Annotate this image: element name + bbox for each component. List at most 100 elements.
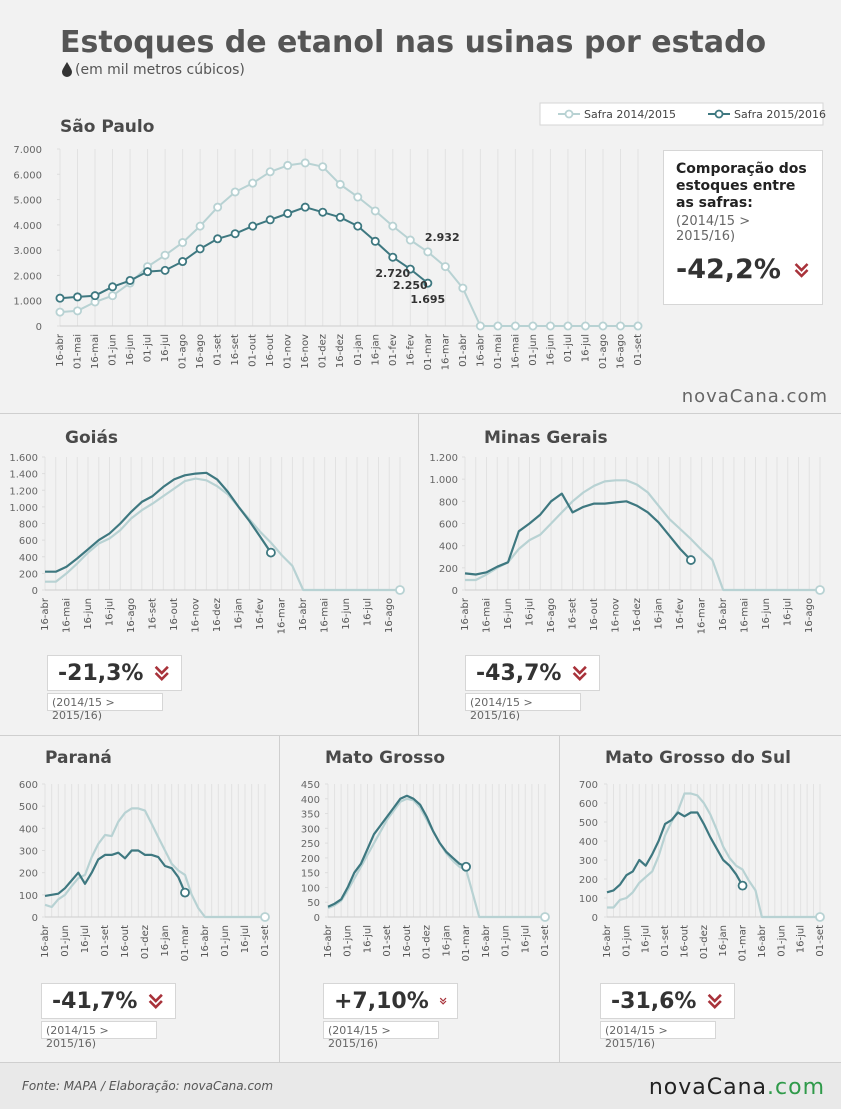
x-tick-label: 16-jul xyxy=(362,925,373,953)
chart-title: Goiás xyxy=(65,428,118,448)
y-tick-label: 0 xyxy=(36,322,42,333)
x-tick-label: 16-dez xyxy=(212,598,223,632)
point xyxy=(405,264,415,274)
x-tick-label: 16-abr xyxy=(298,597,309,631)
x-tick-label: 01-jul xyxy=(563,334,574,362)
comparison-note: (2014/15 > 2015/16) xyxy=(465,693,581,722)
x-tick-label: 01-jun xyxy=(343,925,354,957)
point xyxy=(395,585,405,595)
legend-box xyxy=(539,102,824,126)
down-icon xyxy=(708,993,723,1009)
comparison-value: +7,10% xyxy=(334,988,429,1014)
x-tick-label: 16-ago xyxy=(804,598,815,633)
y-tick-label: 200 xyxy=(439,564,458,575)
y-tick-label: 700 xyxy=(579,780,598,791)
x-tick-label: 16-out xyxy=(120,925,131,958)
x-tick-label: 01-jun xyxy=(108,334,119,366)
x-tick-label: 16-jul xyxy=(80,925,91,953)
series-line xyxy=(607,792,820,919)
x-tick-label: 01-set xyxy=(100,925,111,957)
divider xyxy=(0,1062,841,1063)
x-tick-label: 16-mai xyxy=(320,598,331,633)
point xyxy=(213,234,223,244)
point xyxy=(283,208,293,218)
point xyxy=(633,321,643,331)
point xyxy=(528,321,538,331)
x-tick-label: 16-jul xyxy=(160,334,171,362)
point xyxy=(160,250,170,260)
value-label: 1.695 xyxy=(410,293,445,306)
comparison-box: Comporação dos estoques entre as safras:… xyxy=(663,150,823,305)
y-tick-label: 300 xyxy=(579,856,598,867)
series-line xyxy=(327,794,467,908)
x-tick-label: 16-jan xyxy=(718,925,729,957)
comparison-box: -31,6% xyxy=(600,983,735,1019)
y-tick-label: 500 xyxy=(19,802,38,813)
comparison-note: (2014/15 > 2015/16) xyxy=(676,214,751,244)
x-tick-label: 01-nov xyxy=(283,334,294,369)
x-tick-label: 16-set xyxy=(148,598,159,630)
x-tick-label: 16-jul xyxy=(796,925,807,953)
divider xyxy=(0,413,841,414)
series-line xyxy=(465,479,820,592)
y-tick-label: 1.000 xyxy=(13,297,42,308)
point xyxy=(563,321,573,331)
comparison-value: -42,2% xyxy=(676,254,781,285)
x-tick-label: 16-jun xyxy=(341,598,352,630)
x-tick-label: 16-mar xyxy=(440,333,451,370)
x-tick-label: 16-mai xyxy=(740,598,751,633)
footer-band xyxy=(0,1062,841,1109)
point xyxy=(461,861,471,872)
logo: novaCana.com xyxy=(649,1075,825,1100)
point xyxy=(598,321,608,331)
comparison-value: -21,3% xyxy=(58,660,144,686)
x-tick-label: 16-fev xyxy=(675,598,686,630)
point xyxy=(388,221,398,231)
x-tick-label: 01-dez xyxy=(318,334,329,368)
x-tick-label: 16-abr xyxy=(481,924,492,958)
x-tick-label: 16-jun xyxy=(545,334,556,366)
point xyxy=(248,178,258,188)
x-tick-label: 16-abr xyxy=(323,924,334,958)
comparison-value: -31,6% xyxy=(611,988,697,1014)
x-tick-label: 16-jul xyxy=(105,598,116,626)
point xyxy=(318,207,328,217)
y-tick-label: 200 xyxy=(301,854,320,865)
x-tick-label: 01-ago xyxy=(598,334,609,369)
x-tick-label: 16-nov xyxy=(191,598,202,633)
point xyxy=(300,158,310,168)
logo-part: Cana xyxy=(707,1075,767,1100)
point xyxy=(423,278,433,288)
y-tick-label: 200 xyxy=(19,569,38,580)
x-tick-label: 01-set xyxy=(815,925,826,957)
x-tick-label: 16-abr xyxy=(718,597,729,631)
y-tick-label: 1.600 xyxy=(9,453,38,464)
y-tick-label: 1.200 xyxy=(429,453,458,464)
comparison-value: -43,7% xyxy=(476,660,562,686)
y-tick-label: 300 xyxy=(19,847,38,858)
x-tick-label: 16-out xyxy=(402,925,413,958)
x-tick-label: 16-jun xyxy=(83,598,94,630)
y-tick-label: 800 xyxy=(19,520,38,531)
series-line xyxy=(45,477,400,592)
chart-title: Mato Grosso xyxy=(325,748,445,768)
divider xyxy=(559,735,560,1062)
y-tick-label: 4.000 xyxy=(13,221,42,232)
y-tick-label: 400 xyxy=(19,824,38,835)
point xyxy=(353,192,363,202)
y-tick-label: 7.000 xyxy=(13,145,42,156)
x-tick-label: 16-jul xyxy=(363,598,374,626)
y-tick-label: 200 xyxy=(19,869,38,880)
x-tick-label: 16-abr xyxy=(602,924,613,958)
x-tick-label: 01-abr xyxy=(458,333,469,367)
point xyxy=(815,912,825,922)
y-tick-label: 350 xyxy=(301,810,320,821)
series-line xyxy=(44,849,187,897)
divider xyxy=(418,413,419,735)
x-tick-label: 16-out xyxy=(169,598,180,631)
x-tick-label: 16-jan xyxy=(234,598,245,630)
legend-label: Safra 2015/2016 xyxy=(734,108,826,121)
value-label: 2.250 xyxy=(393,279,428,292)
y-tick-label: 600 xyxy=(439,520,458,531)
x-tick-label: 16-mar xyxy=(697,597,708,634)
